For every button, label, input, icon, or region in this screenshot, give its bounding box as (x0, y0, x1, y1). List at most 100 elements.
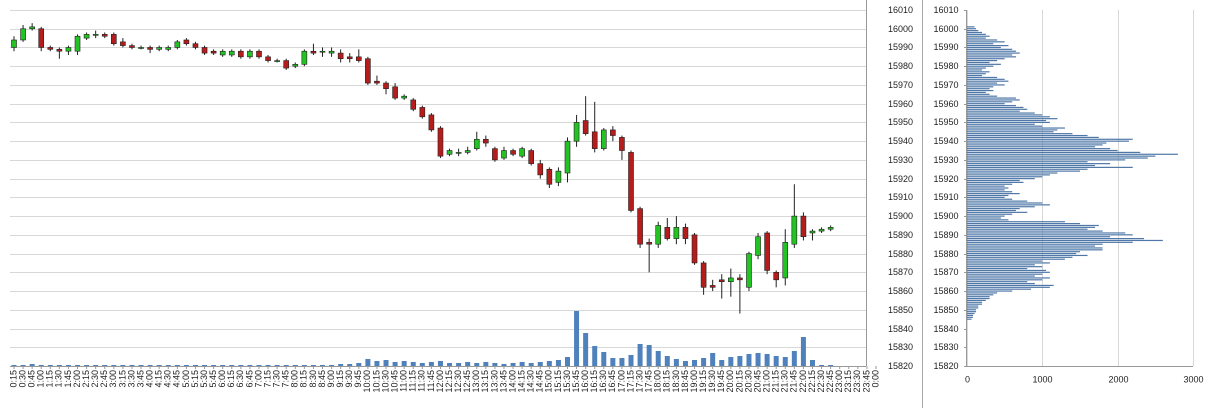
y-tick-label: 15860 (888, 286, 913, 296)
x-tick-label: 17:00 (616, 370, 626, 393)
volume-bar (510, 363, 516, 366)
profile-bar (967, 183, 1013, 185)
volume-bar (247, 365, 253, 366)
profile-bar (967, 37, 986, 39)
profile-bar (967, 123, 1035, 125)
profile-bar (967, 54, 1013, 56)
profile-bar (967, 43, 994, 45)
profile-bar (967, 28, 977, 30)
profile-bar (967, 241, 1133, 243)
volume-bar (437, 361, 443, 366)
candle-body (519, 148, 525, 157)
profile-bar (967, 153, 1178, 155)
profile-bar (967, 163, 1111, 165)
profile-bar (967, 232, 1126, 234)
x-tick-label: 12:30 (453, 370, 463, 393)
x-tick-label: 9:30 (344, 370, 354, 388)
x-tick-label: 0:45 (27, 370, 37, 388)
x-tick-label: 11:45 (426, 370, 436, 392)
profile-bar (967, 30, 979, 32)
candle-body (355, 56, 362, 61)
y-tick-label: 15860 (933, 286, 958, 296)
candle-body (65, 47, 72, 52)
volume-bar (283, 365, 289, 366)
y-tick-label: 15900 (933, 211, 958, 221)
x-tick-label: 19:00 (689, 370, 699, 393)
candle-body (600, 129, 607, 149)
x-tick-label: 8:30 (308, 370, 318, 388)
x-tick-label: 7:00 (253, 370, 263, 388)
candle-body (718, 279, 725, 282)
y-tick-label: 15830 (888, 342, 913, 352)
volume-bar (84, 365, 90, 366)
candle-body (628, 152, 634, 211)
x-tick-label: 21:00 (761, 370, 771, 393)
profile-bar (967, 226, 1096, 228)
profile-bar (967, 170, 1080, 172)
x-tick-label: 5:15 (190, 370, 200, 388)
y-tick-label: 15910 (933, 192, 958, 202)
x-tick-label: 15:30 (562, 370, 572, 393)
profile-bar (967, 267, 1028, 270)
candle-body (637, 208, 643, 245)
volume-bar (156, 365, 162, 366)
volume-bar (546, 361, 552, 366)
profile-bar (967, 303, 983, 305)
profile-bar (967, 309, 977, 311)
volume-bar (11, 365, 17, 366)
candle-body (646, 242, 652, 245)
candle-body (528, 150, 535, 164)
x-tick-label: 8:15 (299, 370, 309, 388)
volume-bar (347, 364, 353, 366)
profile-bar (967, 110, 1020, 112)
volume-bar (447, 363, 453, 366)
x-tick-label: 0:15 (8, 370, 18, 388)
y-tick-label: 15850 (933, 305, 958, 315)
volume-bar (564, 357, 570, 366)
profile-bar (967, 133, 1073, 135)
x-tick-label: 22:30 (816, 370, 826, 393)
x-tick-label: 1:15 (45, 370, 55, 388)
y-tick-label: 15960 (888, 99, 913, 109)
y-tick-label: 15890 (888, 230, 913, 240)
candle-body (147, 47, 153, 50)
profile-bar (967, 273, 1043, 275)
profile-bar (967, 99, 1020, 101)
volume-bar (356, 363, 362, 366)
candle-body (11, 39, 17, 48)
profile-bar (967, 86, 994, 88)
candle-body (111, 34, 117, 45)
profile-bar (967, 78, 1005, 80)
profile-bar (967, 281, 1028, 283)
profile-bar (967, 284, 1054, 287)
profile-bar (967, 151, 1141, 153)
candle-body (38, 28, 45, 48)
candle-body (56, 49, 63, 52)
x-tick-label: 13:15 (480, 370, 490, 393)
profile-bar (967, 316, 974, 318)
x-tick-label: 4:30 (163, 370, 173, 388)
profile-bar (967, 221, 1065, 223)
x-tick-label: 10:45 (389, 370, 399, 393)
volume-bar (183, 365, 189, 366)
volume-bar (65, 365, 71, 366)
volume-bar (719, 360, 725, 366)
profile-bar (967, 305, 979, 307)
volume-bar (138, 365, 144, 366)
candle-body (201, 47, 208, 54)
profile-bar (967, 164, 1096, 167)
candle-body (183, 39, 190, 45)
profile-bar (967, 67, 986, 69)
y-tick-label: 15940 (933, 136, 958, 146)
volume-bar (428, 362, 434, 366)
x-tick-label: 3000 (1183, 374, 1203, 384)
profile-bar (967, 228, 1088, 230)
x-tick-label: 21:15 (771, 370, 781, 393)
candle-body (546, 168, 553, 185)
profile-bar (967, 223, 1080, 225)
x-tick-label: 3:30 (126, 370, 136, 388)
x-tick-label: 6:30 (235, 370, 245, 388)
profile-bar (967, 166, 1133, 168)
profile-bar (967, 146, 1096, 148)
